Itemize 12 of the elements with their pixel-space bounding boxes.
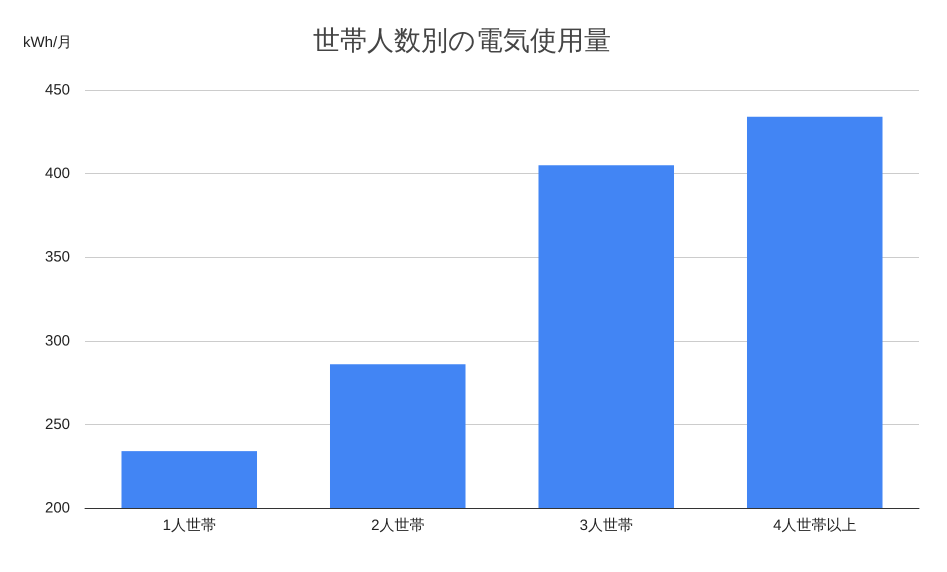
y-tick-label: 450 [45,82,70,98]
y-tick-label: 350 [45,248,70,266]
x-tick-label: 2人世帯 [371,517,424,534]
x-tick-label: 4人世帯以上 [773,517,856,534]
y-tick-label: 400 [45,165,70,182]
chart-title: 世帯人数別の電気使用量 [313,26,611,56]
y-tick-label: 300 [45,332,70,350]
x-tick-label: 1人世帯 [162,517,216,534]
y-axis-title: kWh/月 [23,34,72,51]
y-tick-label: 250 [45,416,70,433]
y-tick-label: 200 [45,500,70,516]
x-tick-label: 3人世帯 [580,517,633,534]
